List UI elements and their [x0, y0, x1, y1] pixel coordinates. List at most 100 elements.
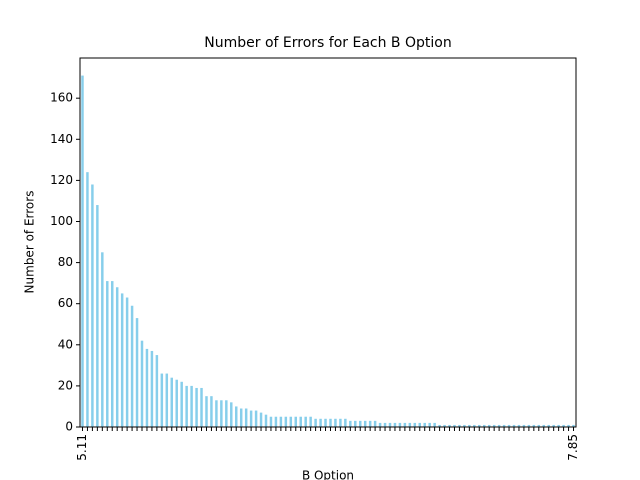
bar	[185, 385, 188, 427]
bar	[180, 381, 183, 427]
bar	[502, 424, 506, 427]
bar	[284, 416, 288, 427]
bar	[254, 410, 258, 427]
bar	[294, 416, 297, 427]
bar	[145, 348, 149, 427]
bar	[448, 424, 451, 427]
bar	[403, 422, 407, 427]
bar	[225, 400, 228, 427]
bar	[552, 424, 555, 427]
y-tick-label: 40	[58, 337, 73, 351]
bar	[259, 412, 263, 427]
bar	[200, 387, 203, 427]
bar	[478, 424, 481, 427]
bar	[334, 418, 337, 427]
bar	[235, 406, 238, 427]
bar	[339, 418, 342, 427]
bar	[91, 184, 94, 427]
bar	[190, 385, 193, 427]
bar	[373, 420, 377, 427]
bar	[309, 416, 312, 427]
bar	[289, 416, 293, 427]
y-tick-label: 160	[50, 91, 73, 105]
bar	[418, 422, 421, 427]
bar	[274, 416, 278, 427]
bar	[96, 205, 99, 427]
bar	[393, 422, 397, 427]
y-tick-label: 80	[58, 255, 73, 269]
bar	[483, 424, 486, 427]
y-axis-label: Number of Errors	[23, 191, 37, 294]
bar	[195, 387, 198, 427]
bar	[497, 424, 501, 427]
bar	[458, 424, 461, 427]
bar	[453, 424, 456, 427]
bar	[81, 75, 84, 428]
chart-title: Number of Errors for Each B Option	[204, 35, 451, 51]
bar	[205, 396, 208, 427]
bar	[111, 281, 114, 427]
y-tick-label: 100	[50, 214, 73, 228]
bar	[408, 422, 412, 427]
bar	[160, 373, 164, 427]
y-tick-label: 120	[50, 173, 73, 187]
bar	[106, 281, 109, 427]
bar	[562, 424, 565, 427]
bar	[249, 410, 253, 427]
bar	[279, 416, 283, 427]
bar	[359, 420, 362, 427]
bar	[239, 408, 243, 427]
bar	[383, 422, 387, 427]
bar	[547, 424, 550, 427]
bar	[304, 416, 307, 427]
bar	[150, 350, 154, 427]
plot-frame	[79, 57, 577, 428]
bar	[492, 424, 496, 427]
bar	[210, 396, 213, 427]
bar	[522, 424, 526, 427]
bar	[264, 414, 268, 427]
bar	[140, 340, 144, 427]
bar	[463, 424, 466, 427]
bar	[319, 418, 322, 427]
bar	[527, 424, 531, 427]
bar	[269, 416, 273, 427]
bar	[230, 402, 233, 427]
x-axis-label: B Option	[302, 469, 354, 480]
bar	[512, 424, 516, 427]
bar	[86, 172, 89, 427]
bar	[130, 305, 134, 427]
bar	[175, 379, 178, 427]
bar	[473, 424, 476, 427]
bar	[378, 422, 382, 427]
y-tick-label: 0	[65, 420, 73, 434]
bar	[120, 293, 124, 427]
bar	[344, 418, 347, 427]
bar	[349, 420, 352, 427]
bar	[155, 355, 159, 427]
y-tick-label: 20	[58, 378, 73, 392]
y-tick-label: 140	[50, 132, 73, 146]
bar	[244, 408, 248, 427]
x-tick-label: 5.11	[75, 434, 89, 461]
bar	[537, 424, 541, 427]
bar	[443, 424, 446, 427]
bar	[135, 318, 139, 427]
bar	[125, 297, 129, 427]
bar	[438, 424, 441, 427]
bar	[299, 416, 302, 427]
bar	[354, 420, 357, 427]
bar	[215, 400, 218, 427]
bar	[115, 287, 119, 427]
bar	[433, 422, 436, 427]
bar	[532, 424, 536, 427]
bar	[324, 418, 327, 427]
bar	[398, 422, 402, 427]
x-tick-label: 7.85	[566, 434, 580, 461]
bar	[507, 424, 511, 427]
bar	[428, 422, 431, 427]
bar	[363, 420, 367, 427]
bar	[557, 424, 560, 427]
bar	[517, 424, 521, 427]
